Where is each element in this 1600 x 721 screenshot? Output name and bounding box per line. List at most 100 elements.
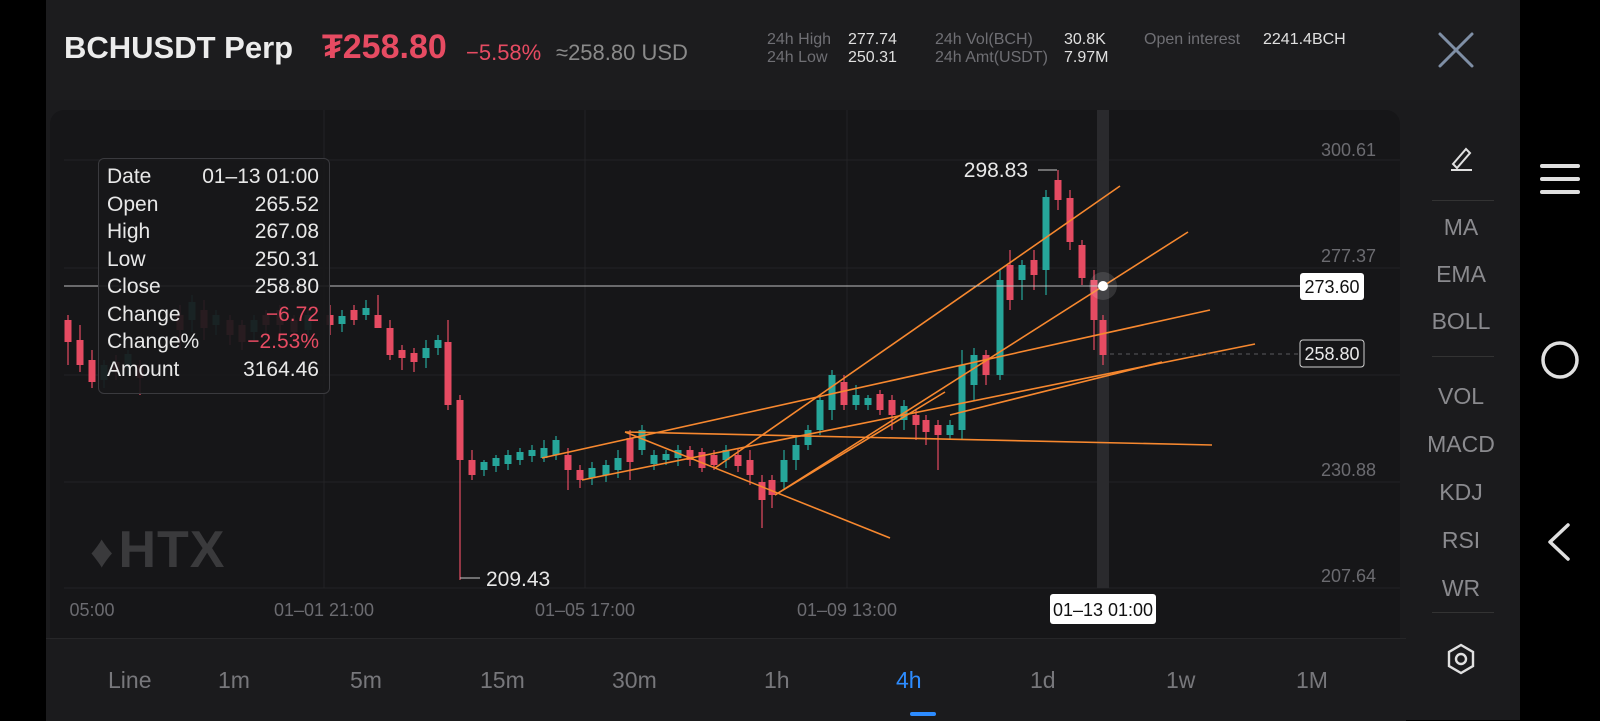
candle-body [650,455,658,464]
crosshair-price: 273.60 [1304,277,1359,297]
stat-high-value: 277.74 [848,31,897,48]
back-icon[interactable] [1538,520,1582,569]
timeframe-bar: Line 1m 5m 15m 30m 1h 4h 1d 1w 1M [46,638,1406,721]
indicator-ema[interactable]: EMA [1436,261,1486,287]
indicator-panel: MA EMA BOLL VOL MACD KDJ RSI WR [1402,110,1520,720]
crosshair-point [1098,281,1108,291]
candle-body [768,480,776,495]
candle-body [398,350,406,358]
menu-icon[interactable] [1538,160,1582,205]
timeframe-tab-1m[interactable]: 1M [1296,667,1328,693]
y-tick: 300.61 [1321,140,1376,160]
home-circle-icon[interactable] [1538,338,1582,387]
candle-body [1042,197,1050,270]
tooltip-value: 250.31 [254,247,319,271]
candle-body [468,460,476,475]
pencil-icon[interactable] [1402,140,1520,180]
indicator-macd[interactable]: MACD [1427,431,1495,457]
candle-body [864,398,872,405]
candle-body [602,465,610,475]
symbol-title[interactable]: BCHUSDT Perp [64,30,294,65]
indicator-ma[interactable]: MA [1443,214,1479,240]
timeframe-tab-1w[interactable]: 1w [1166,667,1196,693]
candle-body [1099,320,1107,355]
candle-body [626,438,634,462]
indicator-kdj[interactable]: KDJ [1439,479,1483,505]
candle-body [946,425,954,435]
y-tick: 277.37 [1321,246,1376,266]
candle-body [912,415,920,425]
divider [1432,356,1494,357]
tooltip-row-date: Date 01–13 01:00 [107,165,319,193]
candle-body [614,458,622,470]
header-bar: BCHUSDT Perp ₮258.80 −5.58% ≈258.80 USD … [46,0,1520,100]
indicator-wr[interactable]: WR [1441,575,1481,601]
candle-body [64,320,72,342]
candle-body [552,440,560,455]
indicator-rsi[interactable]: RSI [1441,527,1481,553]
tooltip-value: 265.52 [254,192,319,216]
candle-body [434,340,442,348]
close-icon[interactable] [1436,30,1476,70]
candle-body [1090,280,1098,320]
change-percent: −5.58% [466,40,542,65]
candle-body [638,430,646,450]
candle-body [780,460,788,482]
settings-icon[interactable] [1402,642,1520,682]
candle-body [840,382,848,405]
kline-chart[interactable]: 298.83 209.43 300.61 277.37 230.88 207.6… [50,110,1400,720]
timeframe-tab-4h[interactable]: 4h [896,667,922,693]
timeframe-tab-line[interactable]: Line [108,667,152,693]
tooltip-label: Change [107,302,181,326]
tooltip-row-close: Close 258.80 [107,275,319,303]
active-timeframe-indicator [910,712,936,716]
indicator-vol[interactable]: VOL [1437,383,1485,409]
candle-body [492,458,500,466]
candle-body [76,340,84,365]
timeframe-tab-5m[interactable]: 5m [350,667,382,693]
tooltip-value: −6.72 [265,302,319,326]
candle-body [456,400,464,460]
tooltip-label: High [107,220,151,243]
tooltip-label: Low [107,247,146,271]
candle-body [934,425,942,435]
tooltip-value: 267.08 [254,220,319,243]
tooltip-value: 258.80 [254,275,319,298]
candle-body [504,455,512,464]
candle-body [710,455,718,465]
timeframe-tab-15m[interactable]: 15m [480,667,525,693]
candle-body [576,470,584,480]
candle-body [876,394,884,410]
candle-body [1054,180,1062,200]
stat-oi-label: Open interest [1144,31,1241,48]
timeframe-tab-1m[interactable]: 1m [218,667,250,693]
candle-body [970,355,978,385]
candle-body [686,450,694,460]
tooltip-value: 01–13 01:00 [202,165,319,188]
trendline-drawings[interactable] [541,185,1256,539]
timeframe-tab-1d[interactable]: 1d [1030,667,1056,693]
candle-body [480,462,488,470]
candle-body [804,430,812,445]
htx-watermark: ♦HTX [90,520,225,580]
x-tick: 05:00 [69,600,114,620]
candle-body [1078,245,1086,278]
min-price-label: 209.43 [486,568,550,591]
candle-body [516,452,524,460]
candle-body [758,482,766,500]
flame-logo-icon: ♦ [90,525,115,577]
timeframe-tab-30m[interactable]: 30m [612,667,657,693]
candle-body [1018,265,1026,280]
candle-body [338,316,346,324]
tooltip-value: 3164.46 [243,357,319,381]
timeframe-tab-1h[interactable]: 1h [764,667,790,693]
candle-body [852,395,860,405]
candle-body [888,400,896,415]
divider [1432,612,1494,613]
x-tick: 01–09 13:00 [797,600,897,620]
candle-body [386,328,394,355]
stat-low-value: 250.31 [848,49,897,66]
stat-vol-value: 30.8K [1064,31,1106,48]
indicator-boll[interactable]: BOLL [1431,308,1491,334]
candle-body [362,308,370,315]
